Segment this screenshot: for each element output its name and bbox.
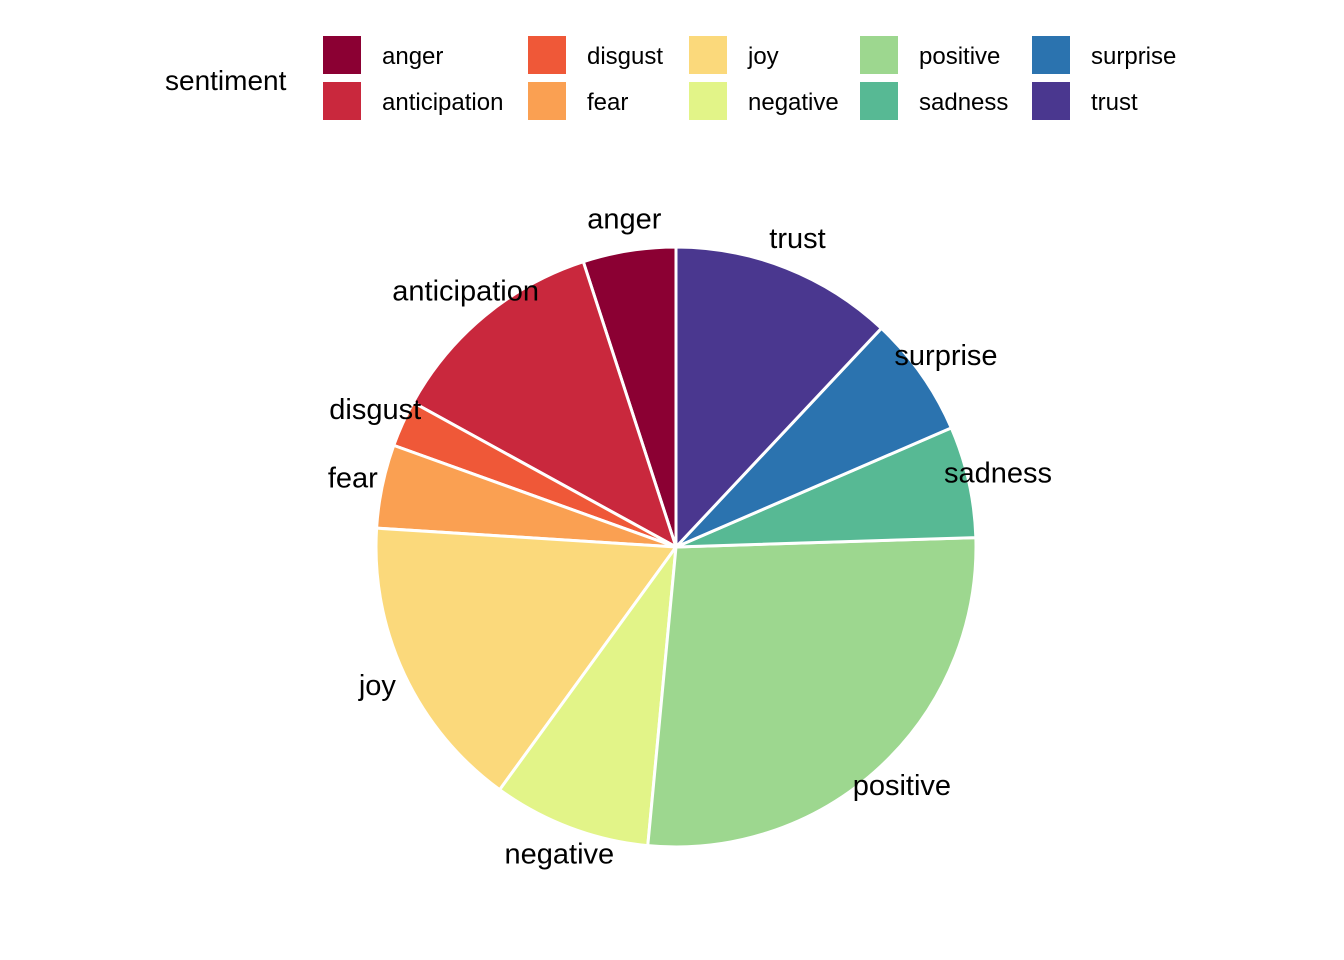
pie-slices <box>374 245 978 849</box>
pie-slice-positive <box>646 536 978 849</box>
pie-slice-joy <box>374 526 678 792</box>
legend-title: sentiment <box>165 65 287 96</box>
legend-swatch-joy <box>689 36 727 74</box>
legend-item-negative: negative <box>689 82 839 120</box>
pie-label-negative: negative <box>505 838 615 870</box>
legend-item-sadness: sadness <box>860 82 1008 120</box>
legend-label-negative: negative <box>748 89 839 116</box>
legend-swatch-anticipation <box>323 82 361 120</box>
pie-label-sadness: sadness <box>944 458 1052 490</box>
legend-item-disgust: disgust <box>528 36 663 74</box>
pie-label-anger: anger <box>587 204 662 236</box>
legend-label-anticipation: anticipation <box>382 89 503 116</box>
pie-label-joy: joy <box>358 670 397 702</box>
legend-swatch-negative <box>689 82 727 120</box>
legend-item-surprise: surprise <box>1032 36 1176 74</box>
legend-item-fear: fear <box>528 82 628 120</box>
legend-label-anger: anger <box>382 43 443 70</box>
pie-label-surprise: surprise <box>894 340 997 372</box>
pie-slice-negative <box>498 545 678 848</box>
legend-items: anger anticipation disgust fear joy negative p… <box>323 36 1176 120</box>
legend-label-trust: trust <box>1091 89 1138 116</box>
legend-swatch-disgust <box>528 36 566 74</box>
legend-item-joy: joy <box>689 36 779 74</box>
pie-plot: anger anticipation disgust fear joy negative p… <box>328 204 1052 871</box>
legend-swatch-fear <box>528 82 566 120</box>
legend-item-trust: trust <box>1032 82 1138 120</box>
legend-label-surprise: surprise <box>1091 43 1176 70</box>
pie-label-positive: positive <box>853 770 951 802</box>
pie-label-disgust: disgust <box>329 394 421 426</box>
pie-slice-surprise <box>674 326 953 549</box>
legend-label-fear: fear <box>587 89 628 116</box>
legend-item-anticipation: anticipation <box>323 82 503 120</box>
legend-swatch-positive <box>860 36 898 74</box>
pie-slice-labels: anger anticipation disgust fear joy negative p… <box>328 204 1052 871</box>
legend-label-disgust: disgust <box>587 43 663 70</box>
pie-label-anticipation: anticipation <box>392 275 539 307</box>
legend-label-joy: joy <box>747 43 779 70</box>
legend-label-sadness: sadness <box>919 89 1008 116</box>
legend-item-anger: anger <box>323 36 443 74</box>
pie-slice-trust <box>674 245 883 549</box>
legend-swatch-trust <box>1032 82 1070 120</box>
legend-label-positive: positive <box>919 43 1000 70</box>
pie-slice-anticipation <box>411 260 678 549</box>
pie-label-fear: fear <box>328 463 378 495</box>
legend-swatch-anger <box>323 36 361 74</box>
legend: sentiment anger anticipation disgust fear jo… <box>165 36 1176 120</box>
legend-item-positive: positive <box>860 36 1000 74</box>
pie-label-trust: trust <box>769 223 825 255</box>
legend-swatch-surprise <box>1032 36 1070 74</box>
legend-swatch-sadness <box>860 82 898 120</box>
